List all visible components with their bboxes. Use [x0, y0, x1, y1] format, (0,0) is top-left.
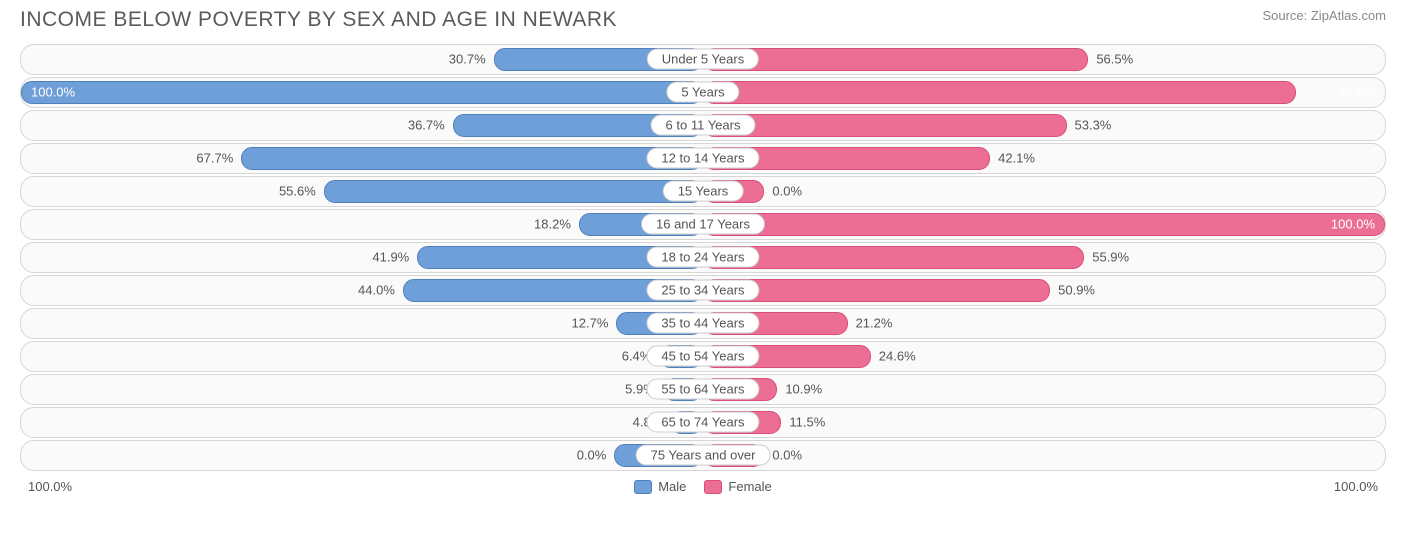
legend-male-swatch [634, 480, 652, 494]
male-value: 30.7% [449, 52, 486, 67]
chart-row: 67.7% 42.1% 12 to 14 Years [20, 143, 1386, 174]
female-value: 56.5% [1096, 52, 1133, 67]
male-bar [21, 81, 703, 104]
female-bar [703, 246, 1084, 269]
chart-row: 18.2% 100.0% 16 and 17 Years [20, 209, 1386, 240]
female-value: 21.2% [856, 316, 893, 331]
male-value: 55.6% [279, 184, 316, 199]
male-bar [241, 147, 703, 170]
chart-row: 36.7% 53.3% 6 to 11 Years [20, 110, 1386, 141]
legend-male: Male [634, 479, 686, 494]
chart-row: 5.9%10.9%55 to 64 Years [20, 374, 1386, 405]
chart-header: INCOME BELOW POVERTY BY SEX AND AGE IN N… [0, 0, 1406, 44]
female-value: 0.0% [772, 448, 802, 463]
chart-row: 30.7% 56.5% Under 5 Years [20, 44, 1386, 75]
age-label: 35 to 44 Years [646, 313, 759, 334]
chart-footer: 100.0% Male Female 100.0% [0, 473, 1406, 494]
female-value: 10.9% [785, 382, 822, 397]
age-label: 6 to 11 Years [651, 115, 756, 136]
age-label: 65 to 74 Years [646, 412, 759, 433]
chart-title: INCOME BELOW POVERTY BY SEX AND AGE IN N… [20, 8, 617, 32]
female-value: 87.0% [1338, 85, 1375, 100]
female-value: 55.9% [1092, 250, 1129, 265]
age-label: 45 to 54 Years [646, 346, 759, 367]
female-bar [703, 81, 1296, 104]
chart-row: 6.4%24.6%45 to 54 Years [20, 341, 1386, 372]
chart-row: 0.0%0.0%75 Years and over [20, 440, 1386, 471]
age-label: 55 to 64 Years [646, 379, 759, 400]
female-bar [703, 213, 1385, 236]
axis-right-label: 100.0% [1334, 479, 1378, 494]
age-label: 15 Years [663, 181, 744, 202]
male-value: 41.9% [372, 250, 409, 265]
age-label: 12 to 14 Years [646, 148, 759, 169]
axis-left-label: 100.0% [28, 479, 72, 494]
male-value: 36.7% [408, 118, 445, 133]
male-value: 12.7% [572, 316, 609, 331]
female-value: 50.9% [1058, 283, 1095, 298]
female-value: 42.1% [998, 151, 1035, 166]
female-value: 100.0% [1331, 217, 1375, 232]
legend: Male Female [634, 479, 772, 494]
male-value: 67.7% [196, 151, 233, 166]
chart-row: 4.8%11.5%65 to 74 Years [20, 407, 1386, 438]
male-value: 0.0% [577, 448, 607, 463]
male-value: 18.2% [534, 217, 571, 232]
female-value: 0.0% [772, 184, 802, 199]
female-bar [703, 48, 1088, 71]
legend-female-swatch [704, 480, 722, 494]
age-label: 75 Years and over [636, 445, 771, 466]
female-value: 11.5% [789, 415, 825, 430]
female-value: 53.3% [1075, 118, 1112, 133]
chart-row: 55.6% 0.0% 15 Years [20, 176, 1386, 207]
chart-row: 44.0% 50.9% 25 to 34 Years [20, 275, 1386, 306]
legend-male-label: Male [658, 479, 686, 494]
legend-female: Female [704, 479, 771, 494]
chart-area: 30.7% 56.5% Under 5 Years 100.0% 87.0% 5 Year… [0, 44, 1406, 471]
age-label: 16 and 17 Years [641, 214, 765, 235]
age-label: 25 to 34 Years [646, 280, 759, 301]
age-label: 5 Years [666, 82, 739, 103]
male-value: 100.0% [31, 85, 75, 100]
age-label: 18 to 24 Years [646, 247, 759, 268]
female-value: 24.6% [879, 349, 916, 364]
female-bar [703, 114, 1067, 137]
legend-female-label: Female [728, 479, 771, 494]
male-value: 44.0% [358, 283, 395, 298]
male-bar [324, 180, 703, 203]
chart-source: Source: ZipAtlas.com [1262, 8, 1386, 23]
chart-row: 12.7% 21.2% 35 to 44 Years [20, 308, 1386, 339]
chart-row: 100.0% 87.0% 5 Years [20, 77, 1386, 108]
chart-row: 41.9% 55.9% 18 to 24 Years [20, 242, 1386, 273]
age-label: Under 5 Years [647, 49, 759, 70]
